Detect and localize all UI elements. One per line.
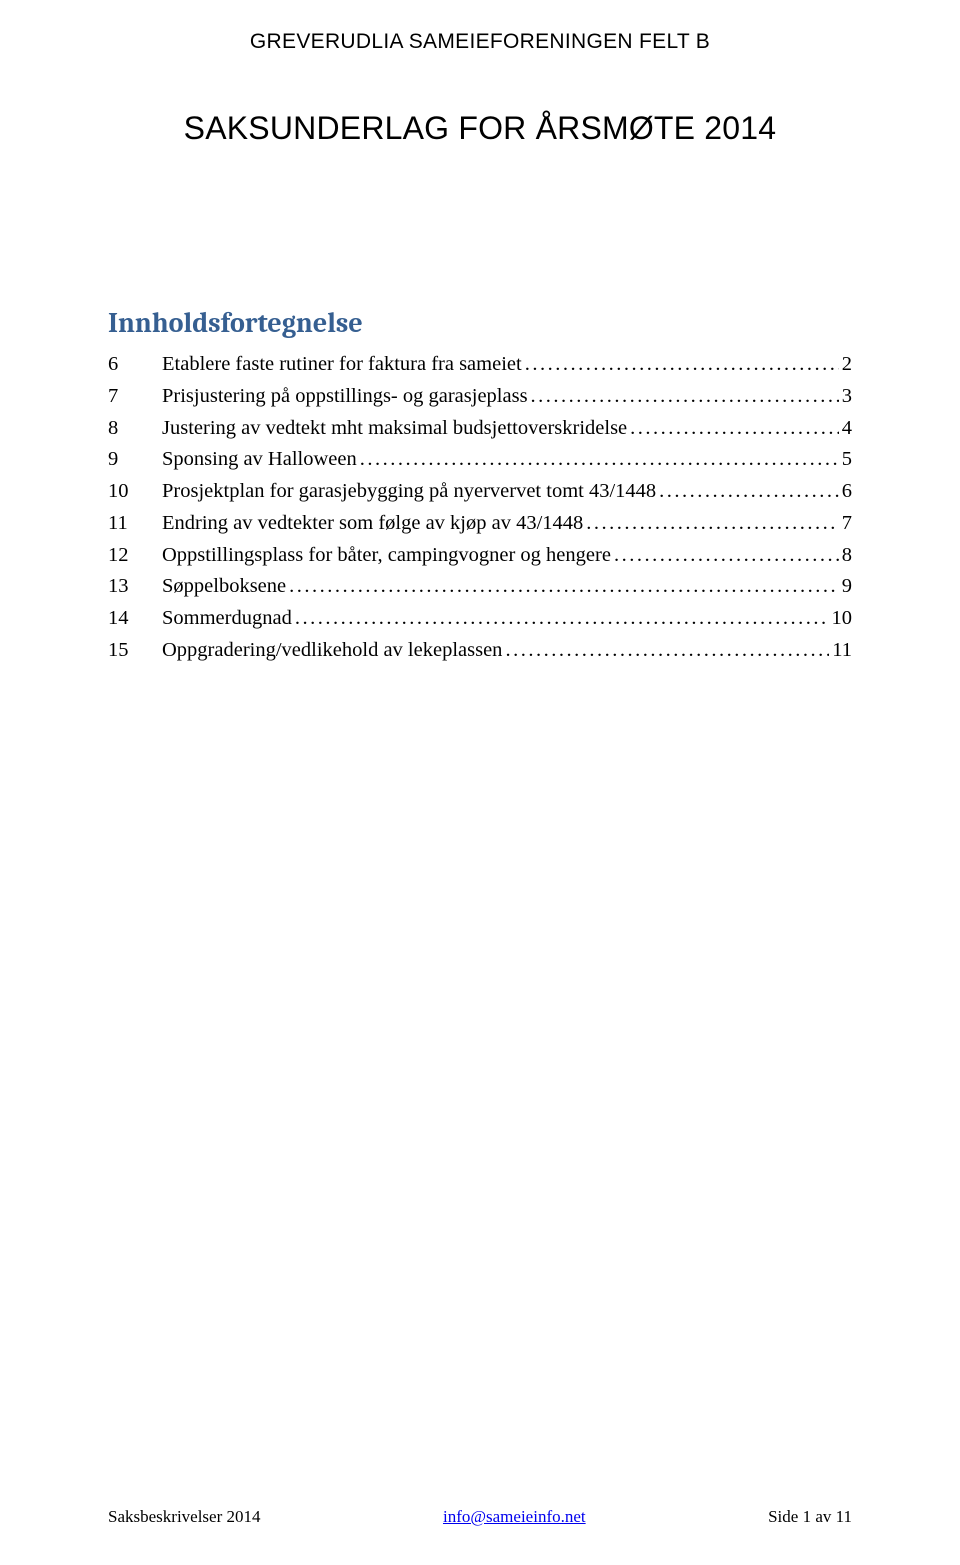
toc-entry[interactable]: 13Søppelboksene 9 <box>108 571 852 603</box>
toc-entry-page: 11 <box>832 635 852 667</box>
toc-entry-number: 15 <box>108 635 162 667</box>
toc-entry[interactable]: 9Sponsing av Halloween 5 <box>108 444 852 476</box>
toc-entry-label: Etablere faste rutiner for faktura fra s… <box>162 349 522 381</box>
toc-entry-page: 9 <box>842 571 852 603</box>
footer-left: Saksbeskrivelser 2014 <box>108 1507 261 1527</box>
toc-leader-dots <box>630 413 839 445</box>
toc-entry-label: Sponsing av Halloween <box>162 444 357 476</box>
toc-entry-page: 3 <box>842 381 852 413</box>
footer-email-link[interactable]: info@sameieinfo.net <box>443 1507 586 1527</box>
toc-entry[interactable]: 11Endring av vedtekter som følge av kjøp… <box>108 508 852 540</box>
toc-list: 6Etablere faste rutiner for faktura fra … <box>108 349 852 667</box>
toc-entry-number: 14 <box>108 603 162 635</box>
toc-entry[interactable]: 14Sommerdugnad 10 <box>108 603 852 635</box>
toc-leader-dots <box>614 540 839 572</box>
document-title: SAKSUNDERLAG FOR ÅRSMØTE 2014 <box>108 110 852 147</box>
toc-leader-dots <box>659 476 839 508</box>
toc-entry-page: 7 <box>842 508 852 540</box>
toc-leader-dots <box>586 508 838 540</box>
toc-entry-label: Sommerdugnad <box>162 603 292 635</box>
page: GREVERUDLIA SAMEIEFORENINGEN FELT B SAKS… <box>0 0 960 1565</box>
toc-entry-number: 10 <box>108 476 162 508</box>
toc-entry-page: 8 <box>842 540 852 572</box>
toc-leader-dots <box>295 603 829 635</box>
toc-entry-label: Oppstillingsplass for båter, campingvogn… <box>162 540 611 572</box>
toc-entry-number: 7 <box>108 381 162 413</box>
footer-right: Side 1 av 11 <box>768 1507 852 1527</box>
toc-entry-number: 6 <box>108 349 162 381</box>
toc-entry-page: 5 <box>842 444 852 476</box>
toc-leader-dots <box>505 635 829 667</box>
toc-entry-number: 12 <box>108 540 162 572</box>
toc-entry[interactable]: 6Etablere faste rutiner for faktura fra … <box>108 349 852 381</box>
toc-entry-label: Prosjektplan for garasjebygging på nyerv… <box>162 476 656 508</box>
running-header: GREVERUDLIA SAMEIEFORENINGEN FELT B <box>108 30 852 54</box>
toc-leader-dots <box>360 444 839 476</box>
toc-entry-number: 11 <box>108 508 162 540</box>
toc-entry[interactable]: 7Prisjustering på oppstillings- og garas… <box>108 381 852 413</box>
toc-entry-label: Prisjustering på oppstillings- og garasj… <box>162 381 528 413</box>
toc-entry-page: 10 <box>832 603 853 635</box>
toc-entry-page: 4 <box>842 413 852 445</box>
toc-entry-number: 13 <box>108 571 162 603</box>
toc-leader-dots <box>289 571 839 603</box>
toc-entry[interactable]: 10Prosjektplan for garasjebygging på nye… <box>108 476 852 508</box>
toc-entry[interactable]: 15Oppgradering/vedlikehold av lekeplasse… <box>108 635 852 667</box>
toc-heading: Innholdsfortegnelse <box>108 307 852 339</box>
toc-entry-label: Justering av vedtekt mht maksimal budsje… <box>162 413 627 445</box>
toc-leader-dots <box>531 381 839 413</box>
page-footer: Saksbeskrivelser 2014 info@sameieinfo.ne… <box>108 1507 852 1527</box>
toc-entry[interactable]: 12Oppstillingsplass for båter, campingvo… <box>108 540 852 572</box>
toc-entry-label: Oppgradering/vedlikehold av lekeplassen <box>162 635 502 667</box>
toc-entry-number: 9 <box>108 444 162 476</box>
toc-entry-label: Søppelboksene <box>162 571 286 603</box>
toc-entry-number: 8 <box>108 413 162 445</box>
toc-entry-page: 2 <box>842 349 852 381</box>
toc-entry[interactable]: 8Justering av vedtekt mht maksimal budsj… <box>108 413 852 445</box>
toc-leader-dots <box>525 349 839 381</box>
toc-entry-page: 6 <box>842 476 852 508</box>
toc-entry-label: Endring av vedtekter som følge av kjøp a… <box>162 508 583 540</box>
